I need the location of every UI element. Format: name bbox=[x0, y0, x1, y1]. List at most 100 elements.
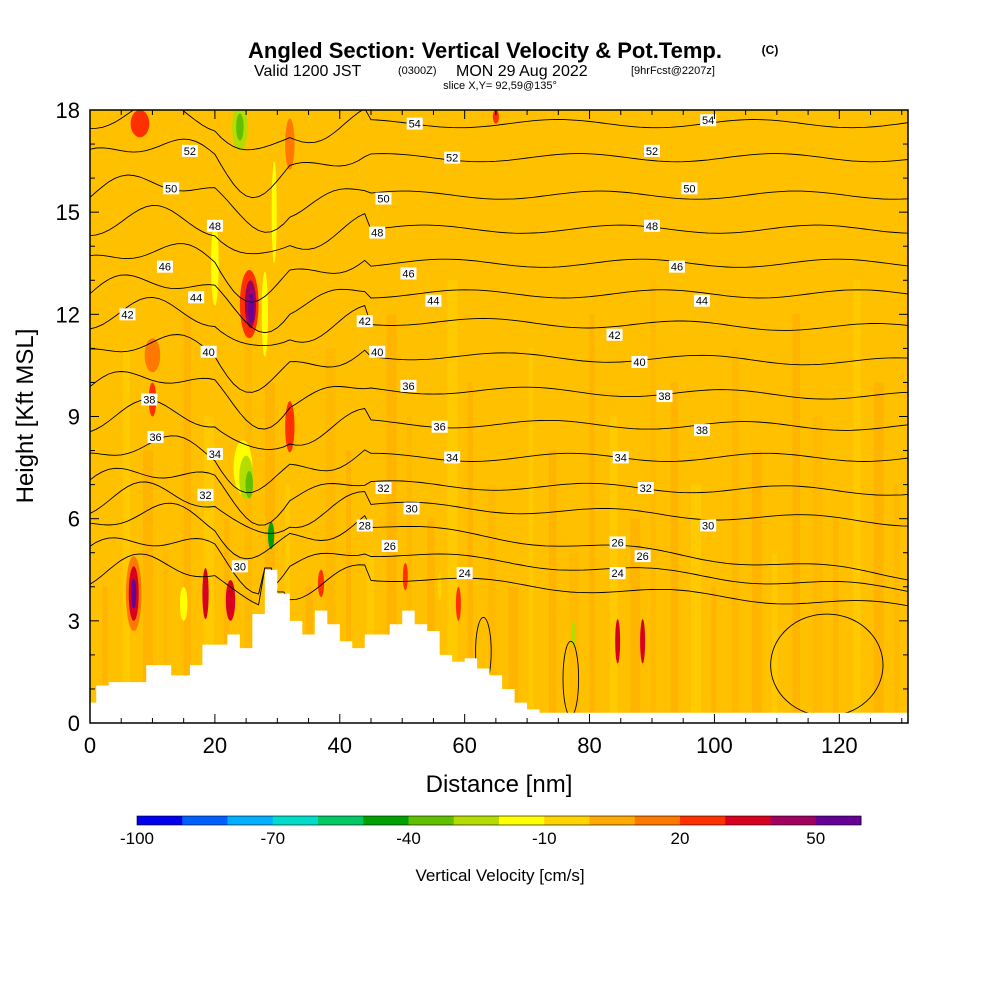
stripe bbox=[325, 348, 336, 723]
isentrope-label-text: 32 bbox=[377, 483, 389, 495]
stripe bbox=[224, 518, 230, 723]
isentrope-label-box bbox=[444, 151, 461, 164]
velocity-cell bbox=[317, 569, 325, 597]
isentrope-label: 48 bbox=[369, 226, 386, 240]
isentrope-label-text: 46 bbox=[159, 262, 171, 274]
velocity-cell bbox=[248, 292, 254, 323]
isentrope-label-text: 26 bbox=[636, 551, 648, 563]
stripe bbox=[264, 382, 275, 723]
isentrope-label-box bbox=[700, 114, 717, 127]
velocity-cell bbox=[571, 620, 577, 649]
isentrope-40 bbox=[90, 334, 908, 393]
isentrope-label: 26 bbox=[634, 550, 651, 563]
colorbar-swatch bbox=[453, 816, 500, 825]
x-tick-label: 120 bbox=[821, 733, 858, 758]
isentrope-label-box bbox=[156, 260, 173, 273]
isentrope-label-text: 54 bbox=[409, 119, 421, 131]
isentrope-label-box bbox=[656, 390, 673, 403]
colorbar-tick-label: -10 bbox=[532, 829, 557, 848]
isentrope-label: 52 bbox=[643, 144, 660, 158]
velocity-cell bbox=[285, 401, 295, 453]
stripe bbox=[833, 518, 839, 723]
velocity-cell bbox=[131, 578, 137, 609]
isentrope-label-box bbox=[637, 482, 654, 495]
isentrope-label: 50 bbox=[681, 182, 698, 195]
isentrope-label-text: 48 bbox=[646, 221, 658, 233]
isentrope-label-box bbox=[700, 519, 717, 532]
stripe bbox=[427, 518, 435, 723]
colorbar-swatch bbox=[408, 816, 455, 825]
isentrope-label: 52 bbox=[444, 151, 461, 165]
x-tick-label: 60 bbox=[452, 733, 476, 758]
y-axis-label: Height [Kft MSL] bbox=[12, 329, 39, 504]
y-tick-label: 12 bbox=[56, 302, 80, 327]
isentrope-52 bbox=[90, 138, 908, 199]
isentrope-label-box bbox=[456, 567, 473, 580]
isentrope-label-text: 42 bbox=[608, 330, 620, 342]
x-tick-label: 20 bbox=[203, 733, 227, 758]
subtitle-date: MON 29 Aug 2022 bbox=[456, 63, 588, 80]
isentrope-label-text: 30 bbox=[234, 561, 246, 573]
isentrope-label-box bbox=[631, 356, 648, 369]
stripe bbox=[751, 450, 762, 723]
velocity-cell bbox=[437, 573, 442, 601]
isentrope-label-box bbox=[609, 536, 626, 549]
y-tick-label: 18 bbox=[56, 98, 80, 123]
isentrope-label-box bbox=[181, 144, 198, 157]
isentrope-label-text: 50 bbox=[165, 183, 177, 195]
isentrope-label-text: 38 bbox=[658, 391, 670, 403]
isentrope-label: 50 bbox=[375, 192, 392, 206]
isentrope-label: 32 bbox=[375, 482, 392, 495]
velocity-cell bbox=[267, 522, 275, 550]
velocity-cell bbox=[492, 110, 499, 124]
isentrope-label: 30 bbox=[700, 519, 717, 532]
velocity-cell bbox=[144, 338, 161, 373]
isentrope-label: 42 bbox=[356, 315, 373, 328]
stripe bbox=[528, 348, 534, 723]
velocity-cell bbox=[245, 470, 253, 499]
colorbar-swatch bbox=[725, 816, 771, 825]
isentrope-label-text: 26 bbox=[384, 541, 396, 553]
stripe bbox=[244, 280, 253, 723]
stripe bbox=[203, 416, 214, 723]
velocity-cell bbox=[130, 110, 150, 138]
x-tick-label: 40 bbox=[328, 733, 352, 758]
y-tick-label: 9 bbox=[68, 405, 80, 430]
x-tick-label: 80 bbox=[577, 733, 601, 758]
isentrope-label: 26 bbox=[609, 536, 626, 550]
isentrope-label-box bbox=[693, 294, 710, 307]
isentrope-label: 44 bbox=[693, 294, 710, 308]
isentrope-30 bbox=[90, 481, 908, 534]
isentrope-label-box bbox=[369, 226, 386, 239]
isentrope-label-text: 44 bbox=[190, 292, 202, 304]
isentrope-label: 30 bbox=[403, 502, 420, 515]
x-axis-ticks: 0 20 40 60 80 100 120 bbox=[84, 110, 903, 758]
isentrope-label: 44 bbox=[425, 294, 442, 308]
colorbar-swatch bbox=[680, 816, 726, 825]
isentrope-label-text: 32 bbox=[640, 483, 652, 495]
colorbar-swatch bbox=[634, 816, 681, 825]
x-axis-label: Distance [nm] bbox=[426, 771, 573, 798]
isentrope-label-box bbox=[444, 451, 461, 464]
isentrope-label: 42 bbox=[606, 328, 623, 342]
isentrope-label-box bbox=[188, 291, 205, 304]
stripe bbox=[143, 450, 154, 723]
isentrope-46 bbox=[90, 243, 908, 303]
isentrope-label-text: 34 bbox=[446, 452, 458, 464]
isentrope-label-text: 50 bbox=[377, 194, 389, 206]
isentrope-label-box bbox=[403, 502, 420, 515]
isentrope-label: 38 bbox=[656, 390, 673, 403]
velocity-cell bbox=[285, 118, 295, 170]
isentrope-label-text: 28 bbox=[359, 520, 371, 532]
isentrope-label-text: 40 bbox=[203, 347, 215, 359]
x-tick-label: 0 bbox=[84, 733, 96, 758]
subtitle-valid: Valid 1200 JST bbox=[254, 63, 362, 80]
isentrope-label: 40 bbox=[369, 345, 386, 359]
isentrope-label-text: 36 bbox=[402, 381, 414, 393]
plot-area: 54 54 52 52 52 50 50 50 48 48 48 46 46 46 44 44 44 42 42 42… bbox=[90, 110, 908, 723]
isentrope-label-text: 32 bbox=[199, 490, 211, 502]
isentrope-label-text: 42 bbox=[359, 316, 371, 328]
isentrope-label-box bbox=[431, 420, 448, 433]
isentrope-label-box bbox=[612, 451, 629, 464]
isentrope-label: 34 bbox=[444, 451, 461, 464]
